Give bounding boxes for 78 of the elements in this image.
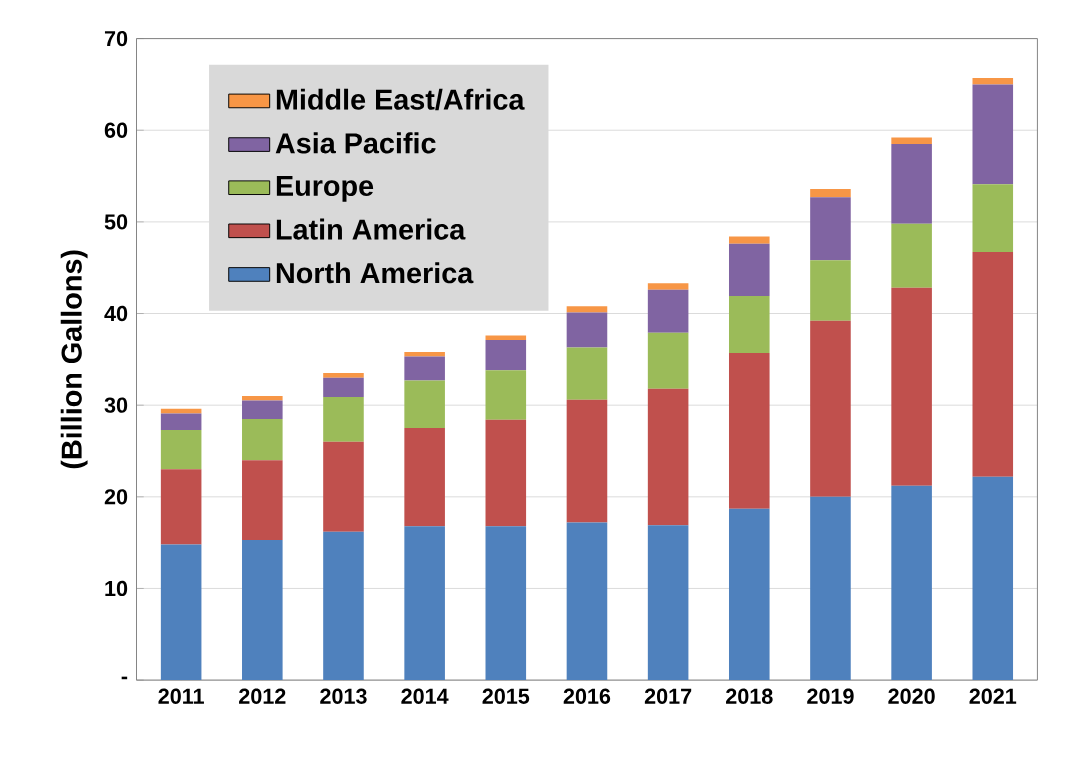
y-tick-label: 20 — [104, 489, 128, 505]
bar — [160, 413, 202, 430]
y-axis-title: (Billion Gallons) — [60, 250, 88, 469]
x-tick-label: 2015 — [482, 688, 530, 704]
x-tick-label: 2017 — [644, 688, 692, 704]
x-tick-label: 2013 — [320, 688, 367, 704]
bar — [810, 197, 851, 261]
bar — [566, 347, 608, 400]
legend-label: Latin America — [276, 218, 466, 240]
bar — [485, 370, 527, 420]
legend-label: Middle East/Africa — [276, 88, 525, 111]
bar — [323, 373, 364, 378]
bar — [647, 388, 689, 526]
bar — [810, 260, 851, 321]
x-tick-label: 2011 — [158, 688, 204, 704]
y-tick-label: 70 — [104, 30, 128, 47]
bar — [404, 526, 445, 681]
bar — [485, 419, 527, 527]
x-tick-label: 2021 — [969, 688, 1017, 704]
legend-label: North America — [276, 262, 474, 284]
bar — [728, 508, 770, 681]
bar — [242, 400, 283, 419]
bar — [160, 469, 202, 545]
x-tick-label: 2019 — [807, 688, 854, 704]
bar — [566, 306, 608, 313]
bar — [647, 525, 689, 681]
bar — [404, 428, 445, 527]
bar — [972, 184, 1014, 253]
y-tick-label: 10 — [105, 580, 128, 597]
bar — [972, 77, 1014, 85]
x-tick-label: 2020 — [888, 688, 935, 704]
bar — [647, 289, 689, 333]
bar — [160, 544, 202, 681]
bar — [891, 143, 932, 224]
bar — [728, 243, 770, 297]
bar — [323, 531, 364, 681]
bar — [972, 476, 1014, 681]
bar — [566, 399, 608, 523]
y-tick-label: - — [121, 676, 128, 680]
bar — [404, 356, 445, 381]
bar — [891, 137, 932, 144]
bar — [728, 236, 770, 244]
legend-label: Europe — [276, 176, 374, 202]
x-tick-label: 2016 — [563, 688, 611, 704]
bar — [160, 429, 202, 470]
legend-label: Asia Pacific — [275, 132, 436, 154]
bar — [891, 223, 932, 288]
bar — [728, 352, 770, 509]
bar — [323, 377, 364, 397]
bar — [647, 332, 689, 389]
bar — [323, 396, 364, 442]
bar — [323, 441, 364, 532]
bar — [485, 526, 527, 681]
y-tick-label: 40 — [104, 305, 128, 322]
bar — [404, 352, 445, 357]
bar — [485, 340, 527, 371]
bar — [242, 418, 283, 461]
bar — [972, 252, 1014, 477]
bar — [728, 296, 770, 353]
bar — [810, 188, 851, 198]
x-tick-label: 2012 — [239, 688, 286, 704]
y-tick-label: 50 — [104, 214, 128, 230]
bar — [242, 396, 283, 401]
bar — [566, 522, 608, 681]
bar — [242, 460, 283, 540]
y-tick-label: 60 — [104, 122, 128, 138]
x-tick-label: 2014 — [401, 688, 449, 704]
bar — [242, 539, 283, 681]
x-tick-label: 2018 — [726, 688, 773, 704]
bar — [891, 287, 932, 486]
bar — [972, 84, 1014, 185]
bar — [891, 485, 932, 681]
bar — [810, 320, 851, 497]
bar — [647, 283, 689, 290]
y-tick-label: 30 — [104, 397, 128, 413]
bar — [566, 312, 608, 348]
bar — [404, 380, 445, 429]
bar — [810, 496, 851, 681]
